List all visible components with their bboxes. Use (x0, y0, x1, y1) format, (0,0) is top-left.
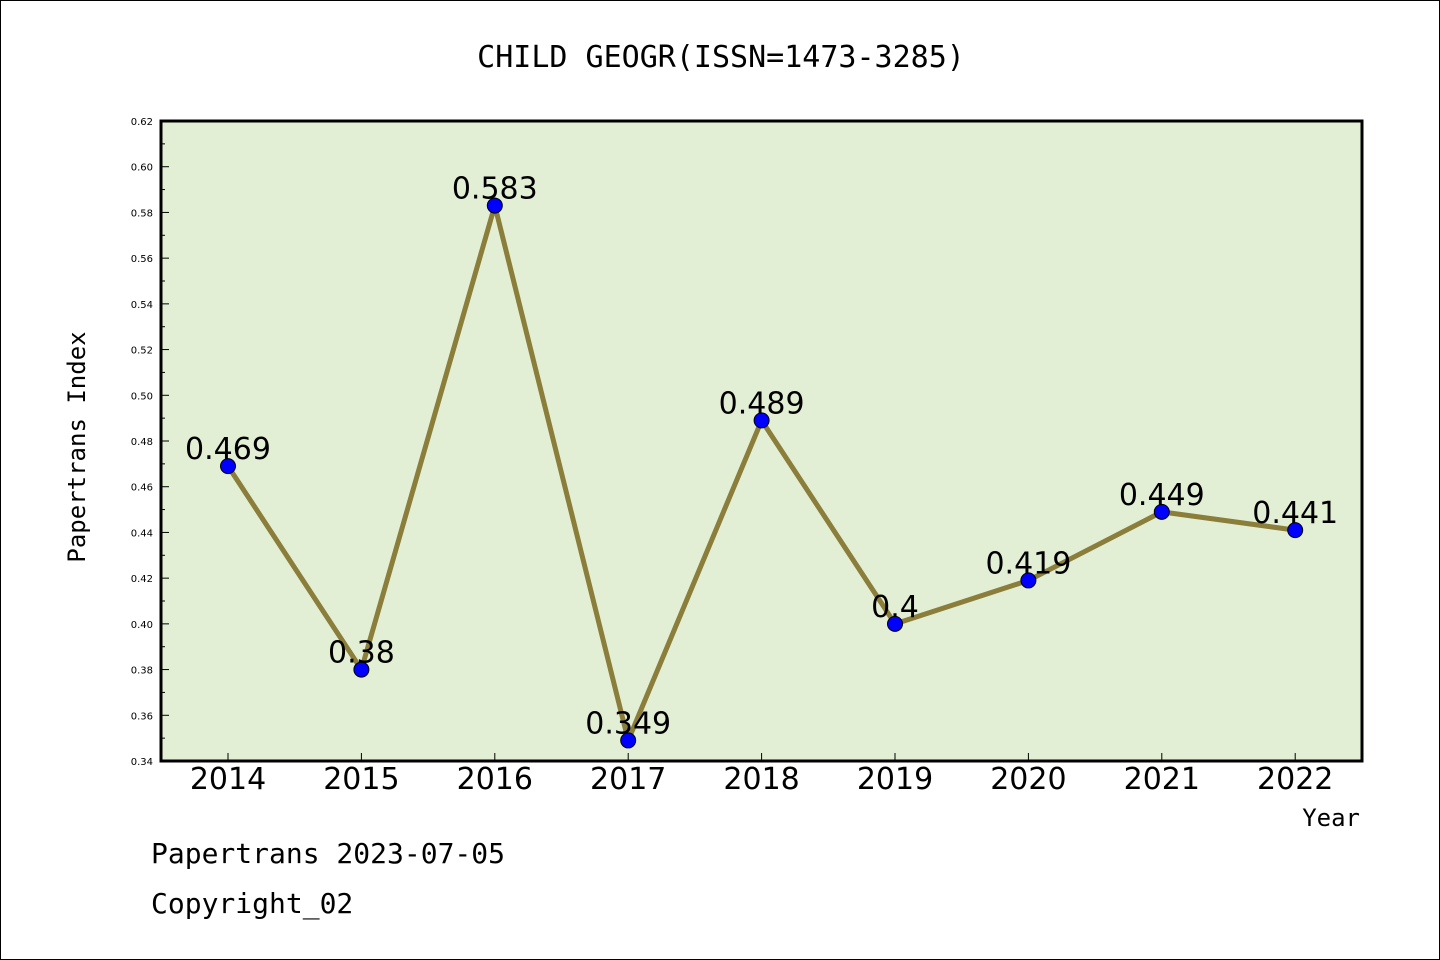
data-point (620, 732, 637, 749)
y-axis-label: Papertrans Index (63, 331, 91, 562)
x-tick-label: 2017 (590, 762, 666, 797)
data-label: 0.583 (452, 172, 538, 207)
y-tick-label: 0.40 (131, 620, 153, 631)
y-tick-label: 0.42 (131, 574, 153, 585)
data-point (220, 458, 236, 475)
y-tick-label: 0.58 (131, 208, 153, 219)
y-tick-label: 0.48 (131, 437, 153, 448)
data-label: 0.441 (1252, 496, 1338, 531)
y-tick-label: 0.52 (131, 346, 153, 357)
x-tick-label: 2022 (1257, 762, 1333, 797)
y-tick-label: 0.38 (131, 666, 153, 677)
data-point (1287, 522, 1304, 539)
data-point (753, 412, 770, 429)
data-point (887, 615, 903, 632)
x-tick-label: 2020 (990, 762, 1066, 797)
y-tick-label: 0.44 (131, 528, 153, 539)
y-tick-label: 0.56 (131, 254, 153, 265)
plot-area (159, 119, 1364, 763)
footer-date: Papertrans 2023-07-05 (151, 837, 506, 870)
y-tick-label: 0.62 (131, 117, 153, 128)
x-tick-label: 2019 (857, 762, 933, 797)
data-label: 0.469 (185, 432, 271, 467)
y-tick-label: 0.54 (131, 300, 153, 311)
data-point (486, 197, 503, 214)
series-layer: 0.469 0.38 0.583 0.349 0.489 0.4 0.419 0.449 0.4… (185, 172, 1338, 749)
x-tick-label: 2016 (457, 762, 533, 797)
chart-title: CHILD GEOGR(ISSN=1473-3285) (477, 40, 965, 75)
data-label: 0.4 (871, 590, 919, 625)
data-label: 0.38 (328, 636, 395, 671)
x-axis-label: Year (1302, 804, 1360, 832)
data-point (1153, 503, 1170, 520)
x-tick-label: 2015 (323, 762, 399, 797)
data-label: 0.489 (719, 386, 805, 421)
data-point (353, 661, 370, 678)
footer-copyright: Copyright_02 (151, 887, 354, 920)
data-label: 0.419 (985, 546, 1071, 581)
y-tick-label: 0.36 (131, 711, 153, 722)
x-tick-label: 2018 (723, 762, 799, 797)
x-tick-label: 2014 (190, 762, 266, 797)
data-label: 0.349 (585, 706, 671, 741)
y-tick-label: 0.50 (131, 391, 153, 402)
data-point (1020, 572, 1037, 589)
data-label: 0.449 (1119, 478, 1205, 513)
x-tick-label: 2021 (1124, 762, 1200, 797)
y-axis: 0.34 0.36 0.38 0.40 0.42 0.44 0.46 0.48 0.50 0.52… (131, 117, 169, 768)
y-tick-label: 0.34 (131, 757, 153, 768)
y-tick-label: 0.46 (131, 483, 153, 494)
y-tick-label: 0.60 (131, 163, 153, 174)
x-axis: 2014 2015 2016 2017 2018 2019 2020 2021 2022 (190, 753, 1333, 797)
